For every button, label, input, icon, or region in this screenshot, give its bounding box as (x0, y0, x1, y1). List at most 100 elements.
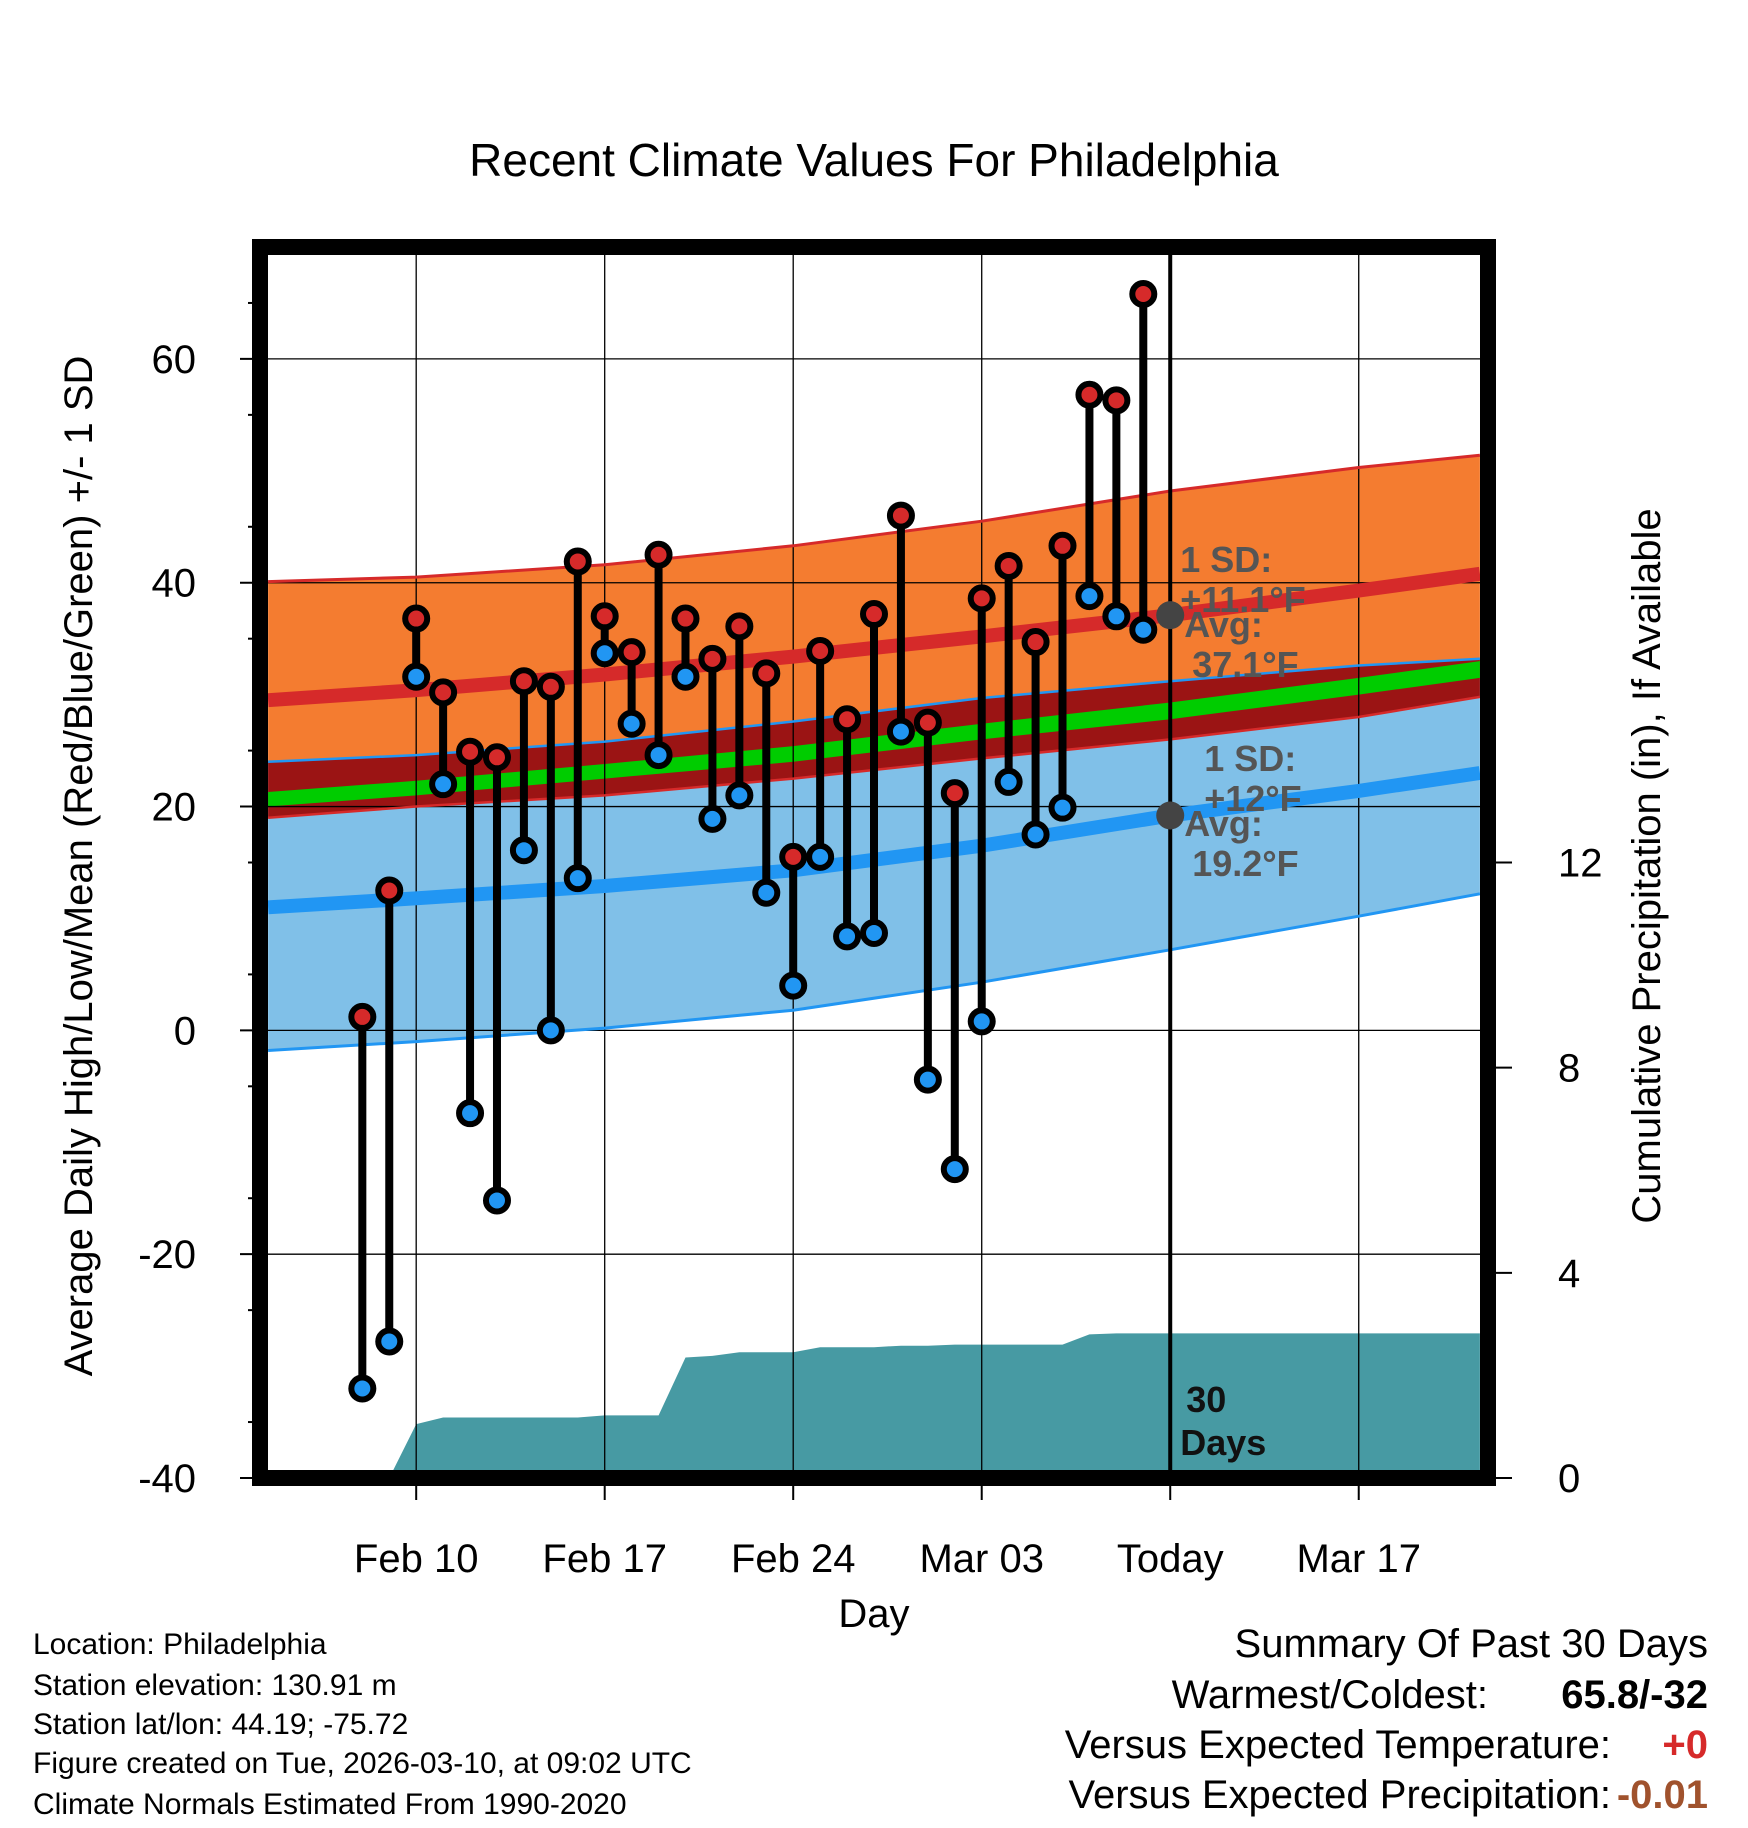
precip-layer (268, 1333, 1480, 1478)
high-point (509, 667, 538, 696)
summary-precip-value: -0.01 (1616, 1773, 1708, 1817)
low-point (1129, 615, 1158, 644)
high-point (860, 600, 888, 629)
high-avg-value: 37.1°F (1192, 644, 1298, 685)
low-upper-line (268, 657, 1480, 764)
x-axis-label: Day (838, 1592, 909, 1636)
window-label-days: Days (1180, 1422, 1266, 1463)
low-point (725, 781, 754, 810)
x-tick-label: Feb 17 (542, 1537, 667, 1581)
summary-temp-value: +0 (1662, 1723, 1708, 1767)
high-point (429, 678, 458, 707)
high-sd-value: +11.1°F (1180, 579, 1306, 620)
high-point (402, 604, 431, 633)
y2-tick-label: 8 (1558, 1047, 1580, 1091)
daily-points (348, 280, 1158, 1403)
daily-stems (358, 294, 1148, 1389)
y2-tick-label: 4 (1558, 1252, 1580, 1296)
summary-warm-cold-value: 65.8/-32 (1561, 1673, 1708, 1717)
y2-tick-label: 0 (1558, 1457, 1580, 1501)
high-avg-label: Avg: (1184, 604, 1263, 645)
low-point (563, 864, 592, 893)
info-created: Figure created on Tue, 2026-03-10, at 09… (33, 1747, 692, 1780)
y-tick-label: -20 (138, 1233, 196, 1277)
high-point (456, 737, 485, 766)
low-point (482, 1186, 511, 1215)
low-point (860, 919, 888, 948)
low-point (806, 842, 835, 871)
low-avg-marker (1156, 801, 1185, 830)
summary-precip-label: Versus Expected Precipitation: (1068, 1773, 1611, 1817)
high-point (482, 743, 511, 772)
high-point (644, 540, 673, 569)
low-point (348, 1374, 377, 1403)
x-tick-label: Mar 03 (919, 1537, 1044, 1581)
low-point (886, 717, 915, 746)
low-lower-line (268, 892, 1481, 1052)
low-point (536, 1016, 565, 1045)
summary-warm-cold-label: Warmest/Coldest: (1171, 1673, 1488, 1717)
window-label-number: 30 (1186, 1379, 1226, 1420)
y2-axis-label: Cumulative Precipitation (in), If Availa… (1625, 508, 1669, 1223)
high-point (1021, 628, 1050, 657)
high-point (1102, 386, 1131, 415)
low-point (779, 971, 808, 1000)
info-latlon: Station lat/lon: 44.19; -75.72 (33, 1708, 409, 1741)
y-tick-label: -40 (138, 1457, 196, 1501)
high-point (967, 584, 996, 613)
low-point (375, 1327, 404, 1356)
high-point (563, 547, 592, 576)
low-sd-value: +12°F (1204, 778, 1301, 819)
low-point (1021, 820, 1050, 849)
high-point (375, 876, 404, 905)
low-point (644, 741, 673, 770)
axes: -40 -20 0 20 40 60 0 4 8 12 Feb 10 Feb 17 Feb 24 Mar … (138, 301, 1603, 1581)
summary-temp-label: Versus Expected Temperature: (1064, 1723, 1611, 1767)
high-point (698, 644, 727, 673)
chart-title: Recent Climate Values For Philadelphia (469, 134, 1279, 186)
high-point (1129, 280, 1158, 309)
low-point (509, 836, 538, 865)
high-point (833, 705, 862, 734)
high-point (940, 779, 969, 808)
y-tick-label: 40 (152, 562, 197, 606)
high-point (779, 842, 808, 871)
mean-band (268, 661, 1480, 807)
low-point (698, 804, 727, 833)
low-point (671, 662, 700, 691)
high-point (1075, 380, 1104, 409)
y-tick-label: 60 (152, 338, 197, 382)
high-point (671, 604, 700, 633)
info-elevation: Station elevation: 130.91 m (33, 1669, 397, 1702)
high-lower-line (268, 695, 1481, 819)
low-point (590, 639, 619, 668)
low-point (833, 922, 862, 951)
y-axis-label: Average Daily High/Low/Mean (Red/Blue/Gr… (57, 356, 101, 1377)
x-tick-label: Mar 17 (1296, 1537, 1421, 1581)
low-point (617, 709, 646, 738)
low-point (1102, 602, 1131, 631)
low-sd-label: 1 SD: (1204, 738, 1296, 779)
high-point (886, 501, 915, 530)
low-point (429, 770, 458, 799)
low-point (752, 878, 781, 907)
y-tick-label: 0 (174, 1009, 196, 1053)
high-sd-label: 1 SD: (1180, 539, 1272, 580)
high-point (913, 708, 942, 737)
high-upper-line (268, 453, 1481, 584)
high-point (617, 638, 646, 667)
x-tick-label: Feb 10 (354, 1537, 479, 1581)
low-point (940, 1155, 969, 1184)
low-point (1048, 793, 1077, 822)
high-point (752, 659, 781, 688)
info-location: Location: Philadelphia (33, 1628, 327, 1661)
info-normals: Climate Normals Estimated From 1990-2020 (33, 1788, 627, 1821)
low-avg-label: Avg: (1184, 803, 1263, 844)
low-point (456, 1099, 485, 1128)
high-point (806, 636, 835, 665)
low-point (913, 1065, 942, 1094)
high-point (590, 602, 619, 631)
x-tick-label: Feb 24 (731, 1537, 856, 1581)
